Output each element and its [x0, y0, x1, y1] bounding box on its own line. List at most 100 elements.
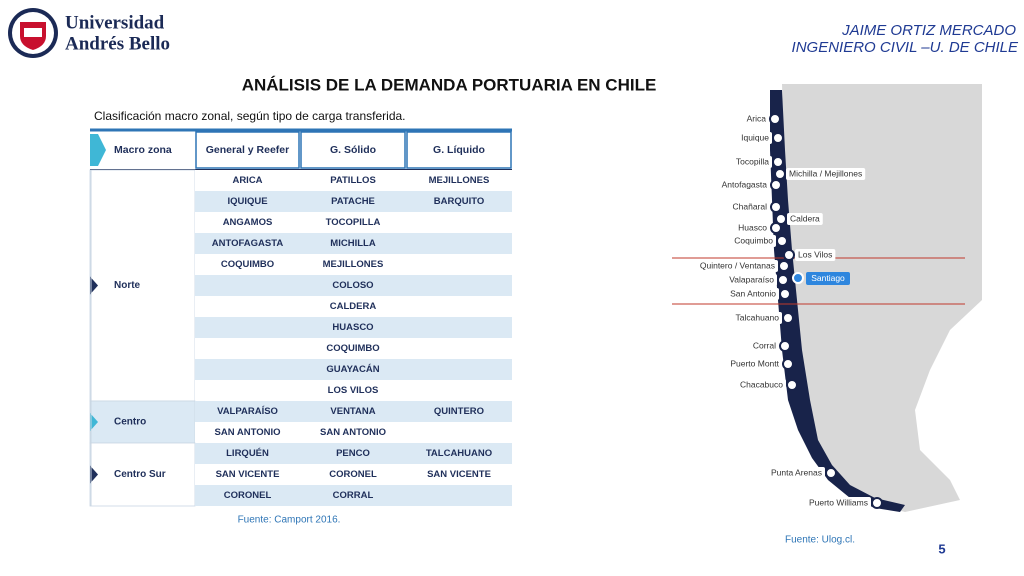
table-row	[195, 422, 512, 443]
logo-text: Universidad	[65, 12, 165, 33]
port-label: Michilla / Mejillones	[789, 168, 862, 178]
table-cell: MICHILLA	[330, 238, 376, 249]
author: JAIME ORTIZ MERCADO	[841, 22, 1016, 39]
logo-shield-band	[24, 28, 42, 37]
port-marker	[782, 312, 794, 324]
port-marker	[776, 235, 788, 247]
port-label: Talcahuano	[736, 312, 780, 322]
port-label-bg	[805, 497, 871, 509]
port-label-bg	[749, 340, 779, 352]
port-label-bg	[786, 168, 866, 180]
zone-label: Centro	[114, 417, 146, 428]
port-marker	[778, 260, 790, 272]
table-row	[195, 254, 512, 275]
table-row	[195, 380, 512, 401]
table-row	[195, 317, 512, 338]
table-cell: PENCO	[336, 448, 370, 459]
map-land	[782, 84, 982, 512]
port-label-bg	[696, 260, 778, 272]
port-marker	[825, 467, 837, 479]
table-cell: LOS VILOS	[328, 385, 379, 396]
table-cell: TALCAHUANO	[426, 448, 492, 459]
port-label-bg	[735, 222, 770, 234]
header-cell	[300, 131, 406, 169]
table-cell: ANTOFAGASTA	[212, 238, 284, 249]
zone-label: Centro Sur	[114, 469, 166, 480]
port-label-bg	[787, 213, 823, 225]
capital-label-bg	[806, 272, 850, 285]
table-cell: MEJILLONES	[323, 259, 384, 270]
port-label-bg	[732, 312, 782, 324]
table-cell: SAN VICENTE	[427, 469, 491, 480]
logo-text: Andrés Bello	[65, 33, 170, 54]
table-row	[195, 443, 512, 464]
port-label: Chacabuco	[740, 379, 783, 389]
slide-title: ANÁLISIS DE LA DEMANDA PORTUARIA EN CHIL…	[242, 75, 657, 94]
port-label-bg	[729, 201, 770, 213]
capital-marker	[792, 272, 804, 284]
table-cell: BARQUITO	[434, 196, 485, 207]
port-label: Caldera	[790, 213, 820, 223]
table-cell: CALDERA	[330, 301, 377, 312]
header-cell	[406, 131, 512, 169]
table-cell: VENTANA	[330, 406, 375, 417]
capital-label: Santiago	[811, 273, 845, 283]
table-cell: COQUIMBO	[221, 259, 274, 270]
port-label: Tocopilla	[736, 156, 769, 166]
port-label: Iquique	[741, 132, 769, 142]
header-tab	[90, 134, 106, 166]
port-label: Puerto Williams	[809, 497, 868, 507]
port-marker	[779, 288, 791, 300]
table-row	[195, 401, 512, 422]
port-label: Coquimbo	[734, 235, 773, 245]
header-label: General y Reefer	[206, 144, 289, 156]
zone-cell	[89, 442, 196, 507]
table-row	[195, 170, 512, 191]
port-label: Valaparaíso	[729, 274, 774, 284]
table-cell: SAN ANTONIO	[215, 427, 281, 438]
port-marker	[770, 222, 782, 234]
table-cell: TOCOPILLA	[326, 217, 381, 228]
subtitle: Clasificación macro zonal, según tipo de…	[94, 109, 406, 123]
table-cell: VALPARAÍSO	[217, 406, 278, 417]
port-label-bg	[727, 358, 782, 370]
port-label: Chañaral	[733, 201, 768, 211]
table-row	[195, 338, 512, 359]
zone-cell	[89, 400, 196, 444]
table-cell: LIRQUÉN	[226, 448, 269, 459]
port-label: Los Vilos	[798, 249, 832, 259]
port-marker	[786, 379, 798, 391]
map-source: Fuente: Ulog.cl.	[785, 535, 855, 546]
port-label: Huasco	[738, 222, 767, 232]
table-cell: QUINTERO	[434, 406, 484, 417]
port-label-bg	[736, 379, 786, 391]
table-cell: ARICA	[232, 175, 262, 186]
table-cell: HUASCO	[332, 322, 373, 333]
port-marker	[769, 113, 781, 125]
table-row	[195, 296, 512, 317]
table-cell: CORONEL	[329, 469, 377, 480]
port-marker	[783, 249, 795, 261]
table-cell: SAN ANTONIO	[320, 427, 386, 438]
affiliation: INGENIERO CIVIL –U. DE CHILE	[792, 39, 1019, 56]
port-marker	[770, 201, 782, 213]
zone-cell	[89, 169, 196, 402]
header-label: G. Líquido	[433, 144, 485, 156]
table-source: Fuente: Camport 2016.	[238, 515, 341, 526]
port-label: Arica	[747, 113, 767, 123]
port-marker	[770, 179, 782, 191]
table-cell: CORRAL	[333, 490, 374, 501]
page-number: 5	[938, 541, 945, 556]
map	[672, 84, 982, 512]
port-marker	[772, 156, 784, 168]
table-cell: MEJILLONES	[429, 175, 490, 186]
port-label: Punta Arenas	[771, 467, 822, 477]
port-label: Antofagasta	[722, 179, 768, 189]
table-cell: COQUIMBO	[326, 343, 379, 354]
zone-marker	[90, 465, 98, 484]
port-marker	[871, 497, 883, 509]
table-cell: SAN VICENTE	[216, 469, 280, 480]
table-row	[195, 212, 512, 233]
port-marker	[775, 213, 787, 225]
